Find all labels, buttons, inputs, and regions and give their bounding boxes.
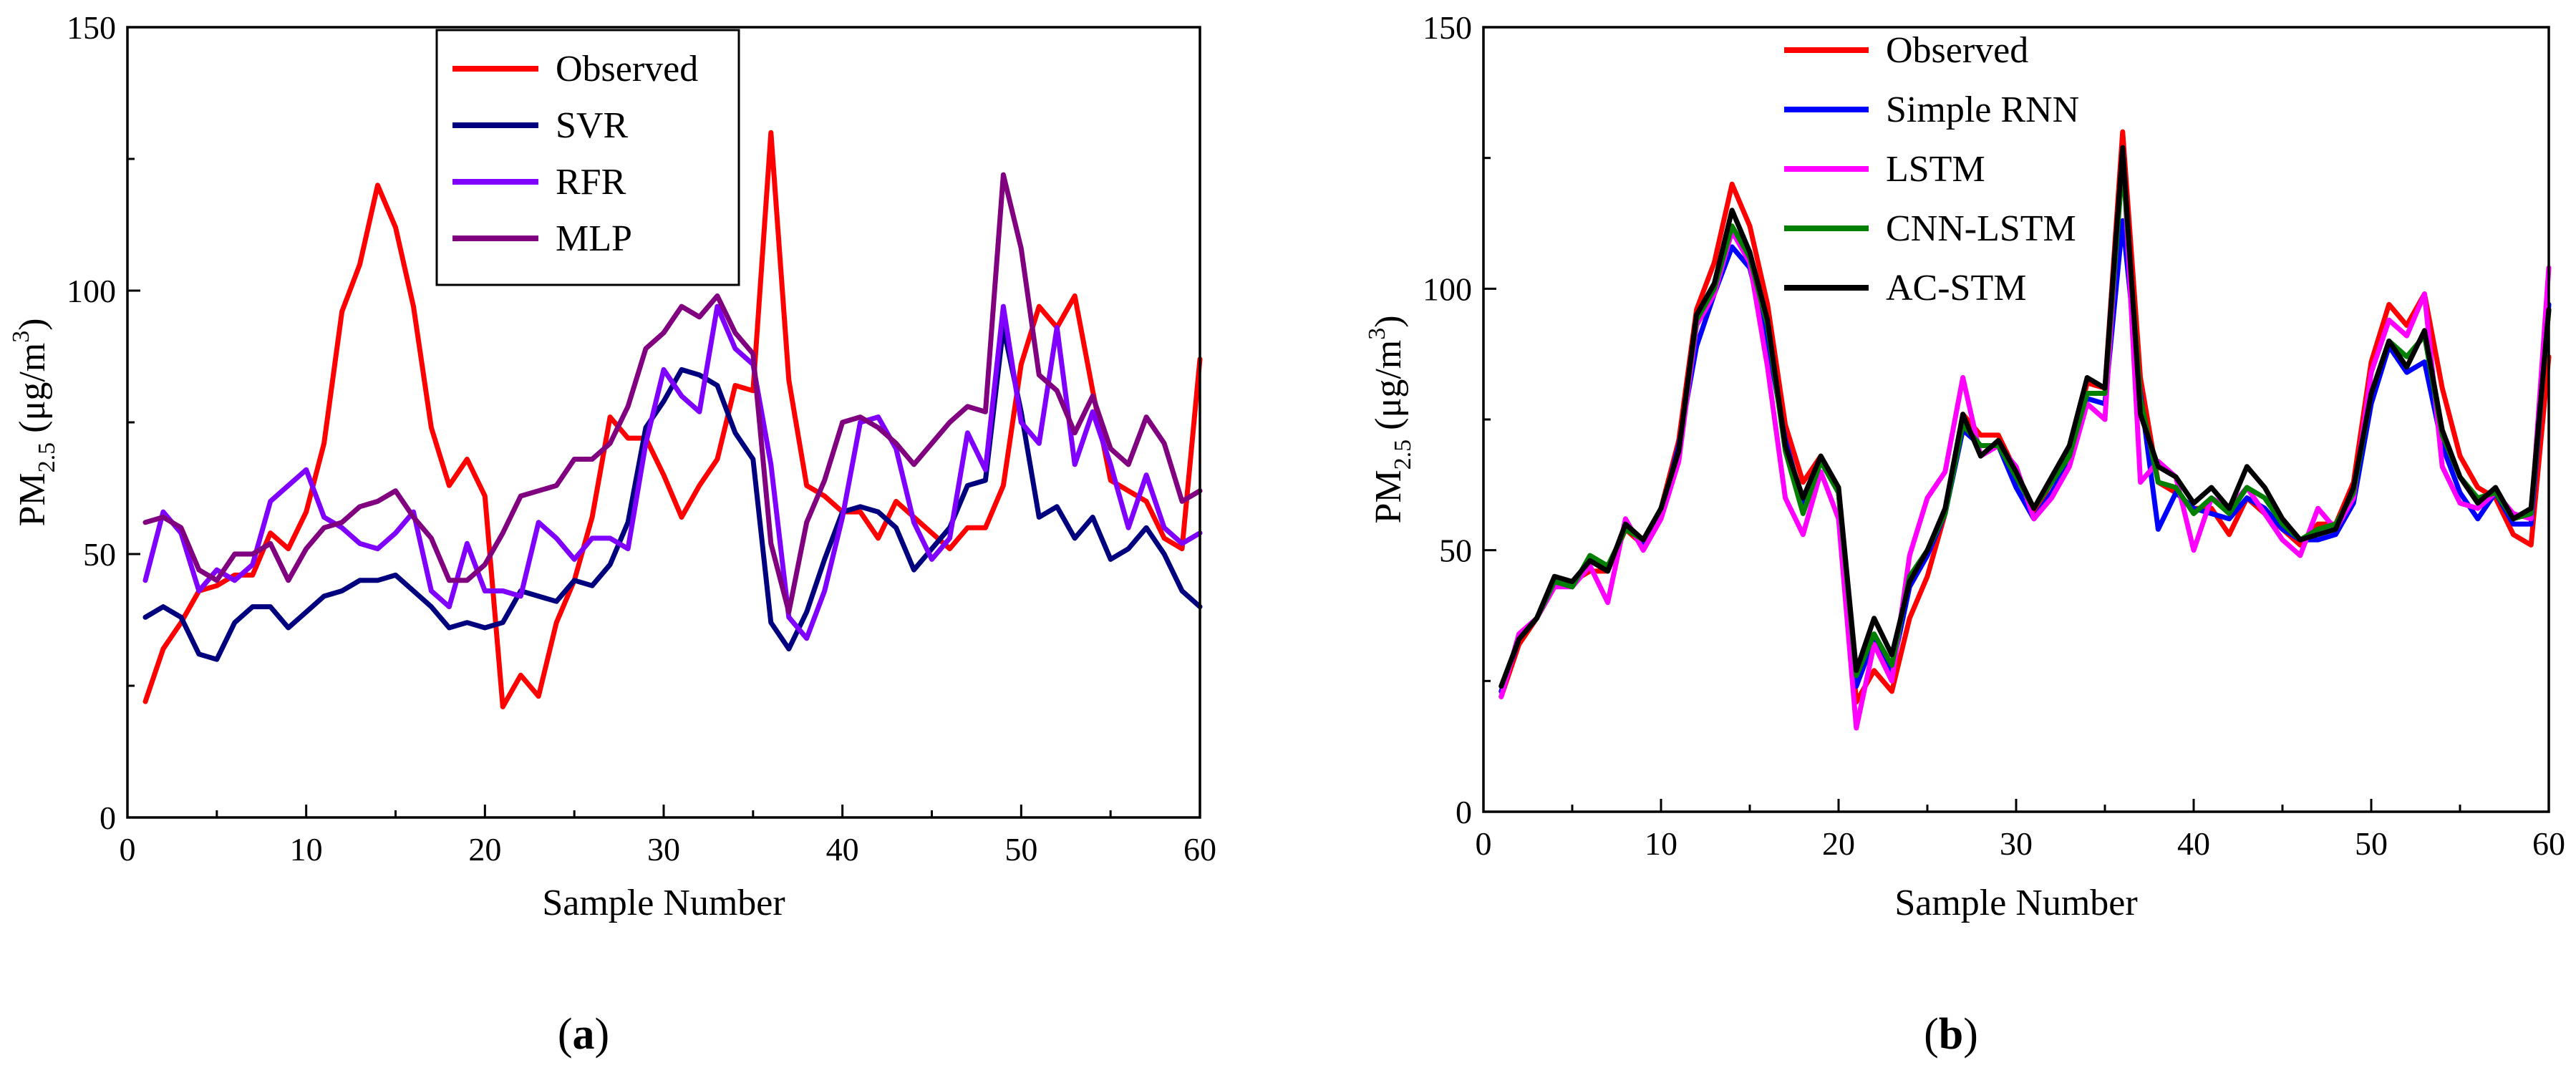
x-axis-label-b: Sample Number bbox=[1894, 883, 2137, 923]
y-tick-label-a: 50 bbox=[83, 536, 116, 573]
series-line-a-observed bbox=[142, 130, 1203, 709]
x-tick-label-a: 50 bbox=[1004, 831, 1037, 868]
panel-label-a: (a) bbox=[558, 1010, 609, 1059]
y-axis-label-b: PM2.5 (μg/m3) bbox=[1364, 315, 1416, 523]
legend-label-a-mlp: MLP bbox=[556, 218, 632, 259]
legend-label-b-observed: Observed bbox=[1886, 30, 2028, 71]
y-tick-label-b: 0 bbox=[1456, 794, 1472, 830]
legend-label-a-rfr: RFR bbox=[556, 162, 626, 203]
legend-items-a: Observed SVR RFR MLP bbox=[452, 49, 698, 259]
plot-area-b bbox=[1483, 27, 2549, 812]
x-tick-label-b: 0 bbox=[1476, 825, 1492, 862]
chart-panel-a: 0 10 20 30 40 50 60 0 50 100 150 Sample Number PM2… bbox=[8, 9, 1216, 1059]
x-tick-label-a: 40 bbox=[826, 831, 859, 868]
x-tick-label-b: 30 bbox=[2000, 825, 2033, 862]
series-layer-a bbox=[142, 130, 1203, 709]
x-tick-label-a: 60 bbox=[1183, 831, 1216, 868]
legend-label-b-simple-rnn: Simple RNN bbox=[1886, 89, 2079, 130]
legend-label-a-observed: Observed bbox=[556, 49, 698, 89]
legend-b: Observed Simple RNN LSTM CNN-LSTM AC-STM bbox=[1784, 30, 2079, 309]
x-tick-label-b: 60 bbox=[2532, 825, 2565, 862]
ticks-layer-a: 0 10 20 30 40 50 60 0 50 100 150 bbox=[67, 9, 1216, 868]
panel-label-b: (b) bbox=[1924, 1010, 1978, 1059]
x-tick-label-b: 50 bbox=[2355, 825, 2388, 862]
series-line-a-rfr bbox=[142, 304, 1203, 641]
y-tick-label-a: 150 bbox=[67, 9, 116, 46]
legend-label-b-cnn-lstm: CNN-LSTM bbox=[1886, 208, 2076, 249]
y-tick-label-a: 0 bbox=[100, 800, 116, 836]
x-tick-label-a: 10 bbox=[290, 831, 323, 868]
x-tick-label-b: 10 bbox=[1645, 825, 1677, 862]
series-layer-b bbox=[1498, 129, 2552, 731]
x-tick-label-a: 0 bbox=[120, 831, 136, 868]
legend-a: Observed SVR RFR MLP bbox=[435, 29, 740, 286]
x-tick-label-b: 20 bbox=[1822, 825, 1855, 862]
legend-items-b: Observed Simple RNN LSTM CNN-LSTM AC-STM bbox=[1784, 30, 2079, 309]
y-tick-label-b: 50 bbox=[1439, 533, 1472, 569]
ticks-layer-b: 0 10 20 30 40 50 60 0 50 100 150 bbox=[1423, 9, 2565, 862]
y-tick-label-b: 100 bbox=[1423, 271, 1472, 307]
x-tick-label-a: 30 bbox=[647, 831, 680, 868]
y-tick-label-a: 100 bbox=[67, 273, 116, 309]
x-axis-label-a: Sample Number bbox=[542, 883, 785, 923]
y-axis-label-a: PM2.5 (μg/m3) bbox=[8, 318, 60, 526]
x-tick-label-b: 40 bbox=[2177, 825, 2210, 862]
chart-panel-b: 0 10 20 30 40 50 60 0 50 100 150 Sample Number PM2… bbox=[1364, 9, 2565, 1059]
x-tick-label-a: 20 bbox=[468, 831, 501, 868]
series-line-a-mlp bbox=[142, 172, 1203, 615]
legend-label-b-lstm: LSTM bbox=[1886, 149, 1985, 190]
legend-label-b-ac-stm: AC-STM bbox=[1886, 268, 2026, 309]
y-tick-label-b: 150 bbox=[1423, 9, 1472, 46]
series-line-b-ac-stm bbox=[1498, 145, 2552, 689]
legend-label-a-svr: SVR bbox=[556, 105, 628, 146]
legend-box-a bbox=[435, 29, 740, 286]
